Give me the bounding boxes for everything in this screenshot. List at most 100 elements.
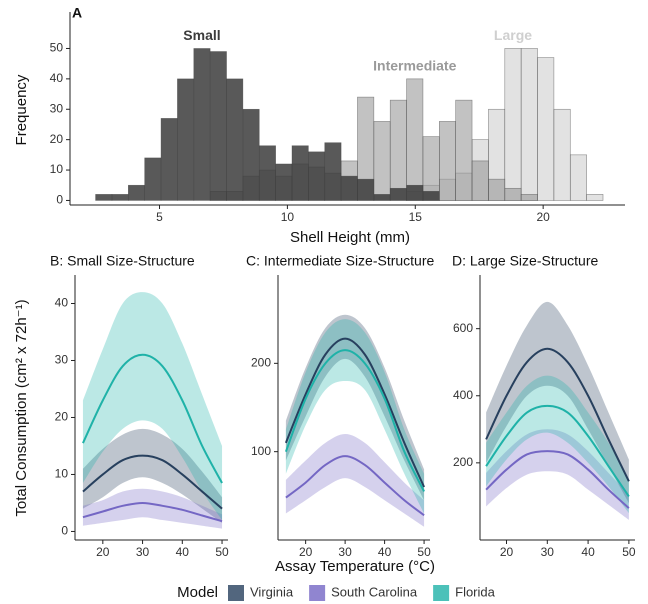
y-tick-label: 400 (453, 388, 473, 402)
histogram-bar (389, 99, 407, 201)
x-tick-label: 30 (136, 545, 150, 559)
y-axis-label: Frequency (13, 74, 30, 145)
x-tick-label: 10 (281, 210, 295, 224)
confidence-band (486, 301, 629, 504)
legend-title: Model (177, 584, 218, 601)
legend-label: Florida (455, 584, 496, 599)
legend-swatch (309, 585, 326, 601)
histogram-bar (569, 154, 587, 201)
histogram-bar (144, 157, 162, 201)
histogram-bar (111, 194, 129, 201)
line (82, 353, 223, 484)
y-tick-label: 0 (61, 524, 68, 538)
confidence-band (82, 488, 223, 529)
histogram-bar (586, 194, 604, 201)
histogram-bar (357, 178, 375, 201)
histogram-bar (128, 184, 145, 201)
histogram-bar (193, 48, 211, 201)
line (82, 501, 223, 523)
histogram-bar (455, 99, 473, 201)
legend-label: South Carolina (331, 584, 418, 599)
line (284, 349, 425, 492)
histogram-bar (226, 78, 244, 201)
y-tick-label: 20 (55, 410, 69, 424)
series-annotation: Small (183, 27, 220, 43)
histogram-bar (488, 178, 506, 201)
line (485, 347, 630, 482)
histogram-bar (95, 194, 113, 201)
y-tick-label: 40 (50, 71, 64, 85)
x-tick-label: 40 (581, 545, 595, 559)
legend-label: Virginia (250, 584, 294, 599)
x-tick-label: 5 (156, 210, 163, 224)
histogram-bar (439, 121, 456, 201)
confidence-band (82, 292, 223, 521)
histogram-bar (389, 187, 407, 201)
histogram-bar (537, 57, 555, 201)
histogram-bar (520, 48, 538, 201)
histogram-bar (373, 194, 391, 201)
confidence-band (285, 434, 425, 527)
y-tick-label: 30 (55, 353, 69, 367)
x-tick-label: 15 (409, 210, 423, 224)
histogram-bar (308, 151, 326, 201)
histogram-bar (373, 121, 391, 201)
panel-title: B: Small Size-Structure (50, 253, 195, 269)
line (82, 454, 223, 510)
confidence-band (82, 428, 223, 523)
histogram-bar (258, 145, 276, 201)
line (485, 450, 630, 509)
histogram-bar (406, 184, 424, 201)
y-tick-label: 200 (453, 455, 473, 469)
y-tick-label: 200 (251, 356, 271, 370)
panel-title: A (72, 5, 82, 21)
series-annotation: Intermediate (373, 58, 456, 74)
confidence-band (285, 319, 425, 514)
x-tick-label: 40 (176, 545, 190, 559)
histogram-bar (553, 108, 571, 201)
histogram-bar (422, 136, 440, 201)
panel-title: D: Large Size-Structure (452, 253, 598, 269)
histogram-bar (406, 78, 424, 201)
histogram-bar (504, 48, 522, 201)
histogram-bar (275, 163, 293, 201)
y-tick-label: 50 (50, 41, 64, 55)
histogram-bar (520, 194, 538, 201)
histogram-bar (209, 51, 227, 201)
histogram-bar (324, 142, 342, 201)
x-tick-label: 40 (378, 545, 392, 559)
histogram-bar (160, 118, 178, 201)
y-tick-label: 10 (50, 162, 64, 176)
x-tick-label: 20 (299, 545, 313, 559)
x-tick-label: 50 (215, 545, 229, 559)
line (284, 337, 425, 488)
x-tick-label: 50 (417, 545, 431, 559)
histogram-bar (177, 78, 195, 201)
x-tick-label: 30 (541, 545, 555, 559)
confidence-band (486, 429, 629, 520)
legend-swatch (433, 585, 450, 601)
x-tick-label: 50 (622, 545, 636, 559)
y-tick-label: 30 (50, 101, 64, 115)
legend-swatch (228, 585, 244, 601)
histogram-bar (471, 160, 489, 201)
panel-title: C: Intermediate Size-Structure (246, 253, 435, 269)
y-tick-label: 20 (50, 132, 64, 146)
y-axis-label: Total Consumption (cm² x 72h⁻¹) (13, 299, 30, 516)
histogram-bar (504, 187, 522, 201)
y-tick-label: 10 (55, 467, 69, 481)
line (485, 404, 630, 497)
y-tick-label: 100 (251, 444, 271, 458)
x-axis-label: Shell Height (mm) (290, 229, 410, 246)
confidence-band (486, 375, 629, 514)
y-tick-label: 600 (453, 321, 473, 335)
histogram-bar (242, 108, 260, 201)
x-tick-label: 20 (96, 545, 110, 559)
y-tick-label: 40 (55, 296, 69, 310)
x-tick-label: 20 (500, 545, 514, 559)
histogram-bar (422, 191, 440, 201)
line (285, 455, 425, 517)
histogram-bar (291, 145, 309, 201)
series-annotation: Large (494, 27, 532, 43)
